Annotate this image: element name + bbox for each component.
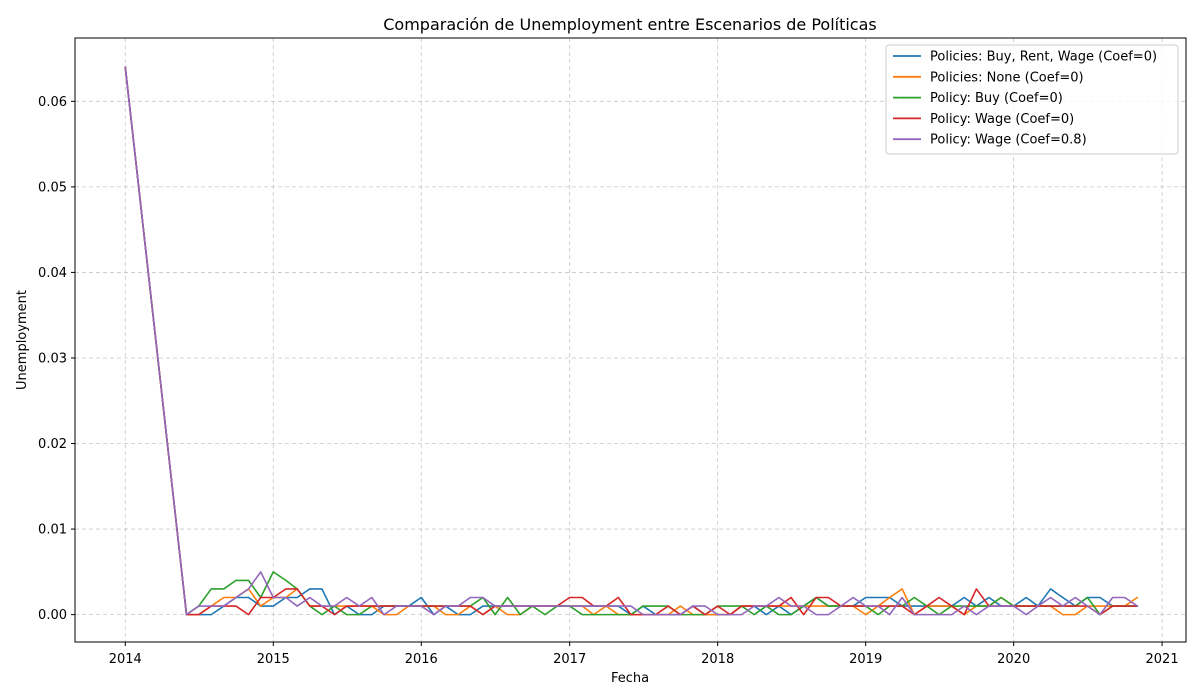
y-tick-label: 0.03 [38,351,67,366]
grid-layer [75,38,1186,642]
y-tick-label: 0.04 [38,266,67,281]
legend-label: Policy: Wage (Coef=0) [930,112,1074,127]
legend-box [885,44,1179,155]
y-tick-label: 0.01 [38,523,67,538]
x-tick-label: 2017 [553,652,586,667]
plot-area-frame [74,37,1187,643]
legend-label: Policies: None (Coef=0) [930,70,1084,85]
legend: Policies: Buy, Rent, Wage (Coef=0) Polici… [885,44,1179,155]
x-tick-label: 2018 [701,652,734,667]
legend-entries: Policies: Buy, Rent, Wage (Coef=0) Polici… [893,50,1157,148]
y-tick-label: 0.05 [38,180,67,195]
x-tick-label: 2015 [257,652,290,667]
series-line-5 [124,66,1139,616]
x-axis: 2014 2015 2016 2017 2018 2019 2020 2021 [109,642,1179,667]
x-tick-label: 2019 [849,652,882,667]
x-tick-label: 2014 [109,652,142,667]
x-axis-label: Fecha [611,671,649,686]
x-tick-label: 2016 [405,652,438,667]
y-tick-label: 0.06 [38,95,67,110]
legend-label: Policy: Buy (Coef=0) [930,91,1063,106]
y-axis: 0.00 0.01 0.02 0.03 0.04 0.05 0.06 [38,95,75,623]
y-tick-label: 0.02 [38,437,67,452]
chart-title: Comparación de Unemployment entre Escena… [383,15,876,34]
y-axis-label: Unemployment [15,290,30,390]
x-tick-label: 2021 [1146,652,1179,667]
legend-label: Policy: Wage (Coef=0.8) [930,133,1087,148]
x-tick-label: 2020 [997,652,1030,667]
series-layer [124,66,1139,616]
legend-label: Policies: Buy, Rent, Wage (Coef=0) [930,50,1157,65]
y-tick-label: 0.00 [38,608,67,623]
